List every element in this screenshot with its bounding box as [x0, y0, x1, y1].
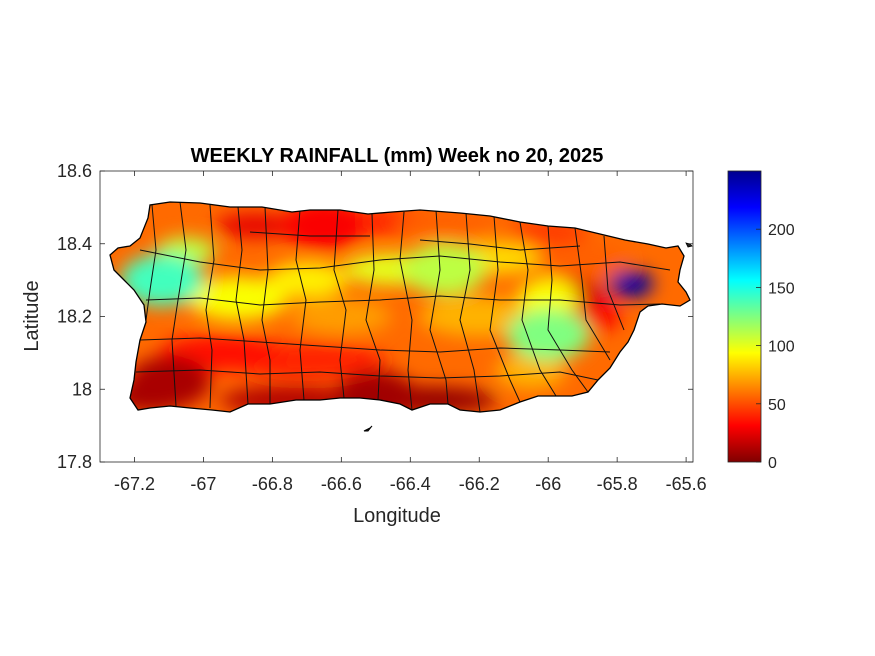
x-axis: -67.2 -67 -66.8 -66.6 -66.4 -66.2 -66 -65.8 -65.… — [114, 171, 707, 494]
colorbar-tick-label: 50 — [768, 397, 786, 414]
peak-core — [622, 276, 639, 291]
municipality-boundary — [135, 369, 599, 381]
southwest-dry-zone — [127, 355, 211, 408]
x-axis-label: Longitude — [353, 505, 441, 527]
x-tick-label: -66 — [535, 474, 561, 494]
x-tick-label: -67.2 — [114, 474, 155, 494]
caja-de-muertos-island — [363, 425, 373, 432]
x-tick-label: -66.2 — [459, 474, 500, 494]
municipality-boundary — [365, 213, 381, 401]
colorbar-ticks: 0 50 100 150 200 — [756, 222, 795, 472]
municipality-boundary — [459, 212, 481, 412]
island-outline — [109, 201, 691, 413]
municipality-boundary — [249, 231, 370, 237]
municipality-boundary — [139, 249, 671, 271]
rainfall-zone — [266, 262, 347, 299]
y-tick-label: 18.2 — [57, 307, 92, 327]
y-axis: 17.8 18 18.2 18.4 18.6 — [57, 161, 693, 472]
chart-title: WEEKLY RAINFALL (mm) Week no 20, 2025 — [191, 145, 604, 167]
municipality-boundary — [145, 295, 661, 306]
municipality-boundary — [519, 221, 557, 397]
x-tick-label: -66.8 — [252, 474, 293, 494]
municipality-boundary — [429, 209, 449, 405]
y-tick-label: 18.4 — [57, 234, 92, 254]
municipality-boundary — [235, 206, 249, 405]
municipality-boundary — [489, 215, 521, 403]
rainfall-zone — [215, 213, 296, 238]
rainfall-zone — [394, 213, 495, 238]
municipality-boundary — [333, 209, 347, 399]
municipality-boundary — [295, 209, 307, 401]
colorbar-tick-label: 150 — [768, 280, 795, 297]
municipality-boundary — [261, 206, 271, 404]
municipality-boundary — [603, 235, 625, 331]
rainfall-zone — [291, 298, 392, 335]
municipality-boundary — [139, 337, 611, 353]
north-coast-dry-zone — [282, 202, 366, 252]
y-tick-label: 18 — [72, 379, 92, 399]
rainfall-zone — [495, 353, 566, 390]
x-tick-label: -65.8 — [597, 474, 638, 494]
rainfall-zone — [518, 278, 579, 319]
municipality-boundary — [547, 225, 589, 393]
municipality-boundary — [419, 239, 581, 251]
municipality-boundary — [171, 202, 187, 407]
municipality-boundary — [205, 204, 215, 409]
x-tick-label: -66.6 — [321, 474, 362, 494]
east-central-wet-zone — [506, 308, 590, 361]
municipality-boundary — [399, 211, 413, 411]
rainfall-zone — [579, 302, 620, 331]
y-axis-label: Latitude — [21, 280, 43, 351]
municipality-boundary — [145, 204, 157, 321]
north-central-wet-zone — [403, 243, 487, 296]
municipality-boundary — [574, 227, 611, 361]
colorbar-tick-label: 100 — [768, 339, 795, 356]
y-tick-label: 17.8 — [57, 452, 92, 472]
x-tick-label: -67 — [190, 474, 216, 494]
colorbar — [727, 170, 762, 463]
x-tick-label: -65.6 — [666, 474, 707, 494]
colorbar-tick-label: 0 — [768, 455, 777, 472]
municipality-boundaries — [135, 202, 671, 412]
colorbar-tick-label: 200 — [768, 222, 795, 239]
y-tick-label: 18.6 — [57, 161, 92, 181]
x-tick-label: -66.4 — [390, 474, 431, 494]
